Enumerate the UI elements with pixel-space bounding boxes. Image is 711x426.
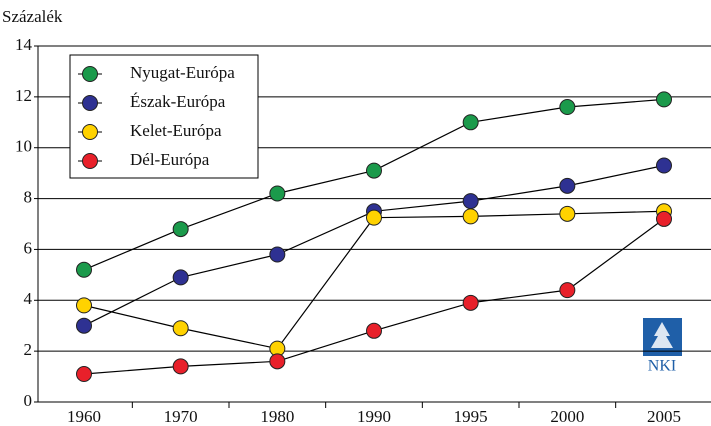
x-tick-label: 1970 bbox=[164, 407, 198, 426]
legend-marker bbox=[82, 153, 98, 169]
data-point bbox=[269, 246, 286, 263]
y-tick-label: 0 bbox=[24, 391, 33, 410]
x-tick-label: 2000 bbox=[550, 407, 584, 426]
x-tick-label: 1995 bbox=[454, 407, 488, 426]
y-tick-label: 6 bbox=[24, 238, 33, 257]
y-tick-label: 4 bbox=[24, 289, 33, 308]
logo: NKI bbox=[643, 318, 682, 375]
data-point bbox=[656, 91, 672, 108]
y-axis-label: Százalék bbox=[2, 7, 63, 26]
data-point bbox=[462, 114, 479, 131]
legend-marker bbox=[82, 95, 98, 111]
data-point bbox=[269, 185, 286, 202]
data-point bbox=[172, 221, 189, 238]
data-point bbox=[462, 294, 479, 311]
legend-box bbox=[69, 54, 259, 179]
x-tick-label: 1990 bbox=[357, 407, 391, 426]
legend-label: Nyugat-Európa bbox=[130, 63, 235, 82]
x-tick-label: 1980 bbox=[260, 407, 294, 426]
data-point bbox=[366, 162, 382, 179]
data-point bbox=[559, 205, 576, 222]
logo-tree bbox=[651, 322, 673, 348]
data-point bbox=[76, 366, 92, 383]
logo-text: NKI bbox=[648, 358, 676, 375]
y-tick-label: 8 bbox=[24, 187, 33, 206]
y-tick-label: 12 bbox=[15, 86, 32, 105]
data-point bbox=[76, 317, 92, 334]
series-line bbox=[83, 164, 665, 327]
data-point bbox=[172, 269, 189, 286]
data-point bbox=[656, 157, 672, 174]
data-point bbox=[559, 282, 576, 299]
y-tick-label: 2 bbox=[24, 340, 33, 359]
data-point bbox=[76, 261, 92, 278]
data-point bbox=[172, 320, 189, 337]
y-tick-label: 14 bbox=[15, 35, 33, 54]
x-tick-label: 2005 bbox=[647, 407, 681, 426]
data-point bbox=[269, 353, 286, 370]
y-tick-label: 10 bbox=[15, 137, 32, 156]
data-point bbox=[462, 193, 479, 210]
legend-marker bbox=[82, 124, 98, 140]
data-point bbox=[559, 99, 576, 116]
data-point bbox=[559, 177, 576, 194]
legend: Nyugat-Európa Észak-Európa Kelet-Európa Dél… bbox=[69, 54, 259, 179]
data-point bbox=[366, 209, 382, 226]
data-point bbox=[172, 358, 189, 375]
data-point bbox=[76, 297, 92, 314]
data-point bbox=[366, 322, 382, 339]
data-point bbox=[462, 208, 479, 225]
legend-label: Kelet-Európa bbox=[130, 121, 222, 140]
legend-label: Észak-Európa bbox=[130, 92, 226, 111]
data-point bbox=[656, 210, 672, 227]
legend-label: Dél-Európa bbox=[130, 150, 210, 169]
legend-marker bbox=[82, 66, 98, 82]
x-tick-label: 1960 bbox=[67, 407, 101, 426]
